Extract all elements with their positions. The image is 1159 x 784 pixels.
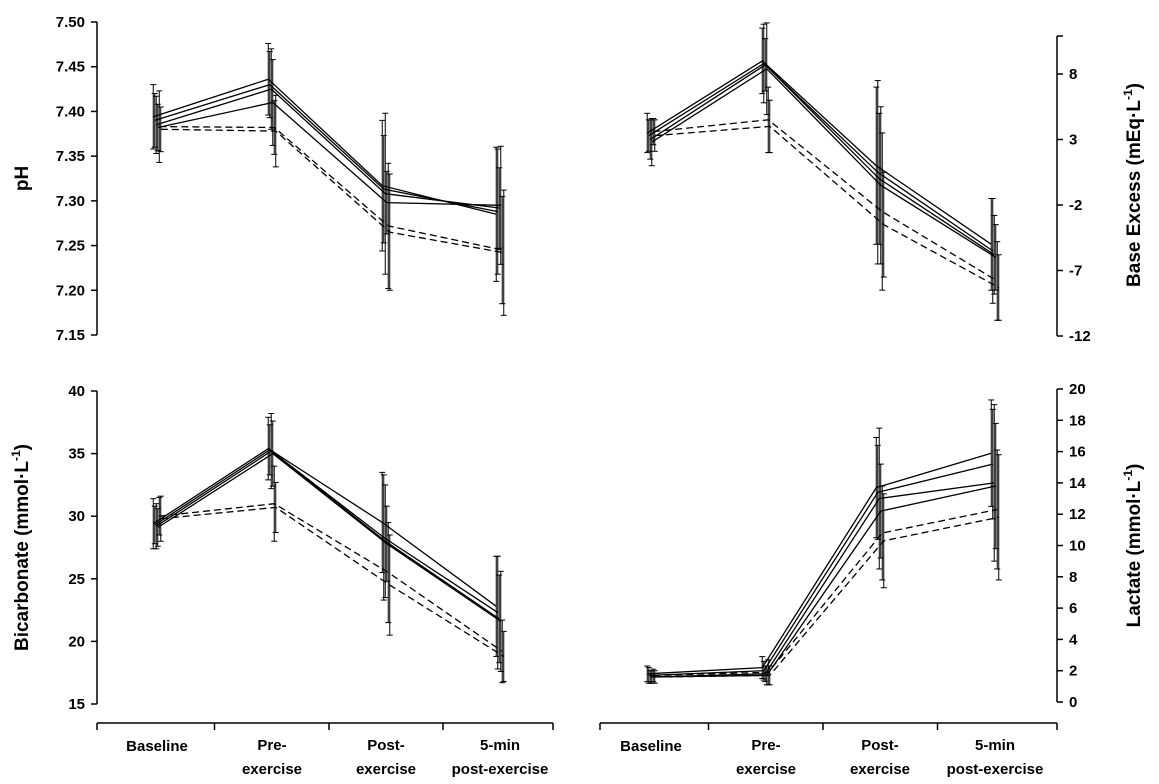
- x-category-label: post-exercise: [452, 761, 549, 778]
- series-line: [155, 450, 500, 620]
- y-tick-label: -12: [1069, 328, 1091, 345]
- series-line: [153, 78, 497, 215]
- series-line: [154, 449, 499, 614]
- series-dashed-2: [157, 94, 507, 316]
- x-category-label: Baseline: [126, 738, 188, 755]
- y-tick-label: 7.20: [56, 282, 85, 299]
- y-tick-label: -2: [1069, 197, 1082, 214]
- series-solid-2: [645, 23, 996, 304]
- y-axis-title: Bicarbonate (mmol·L-1): [9, 444, 33, 651]
- series-line: [648, 62, 994, 252]
- y-tick-label: 4: [1069, 631, 1078, 648]
- series-solid-1: [644, 399, 995, 683]
- series-line: [653, 119, 998, 282]
- x-category-label: Pre-: [751, 737, 780, 754]
- series-dashed-2: [157, 481, 507, 682]
- series-line: [647, 452, 992, 675]
- y-tick-label: 7.35: [56, 148, 85, 165]
- series-solid-2: [151, 424, 501, 670]
- series-line: [651, 67, 997, 258]
- x-category-label: Baseline: [620, 738, 682, 755]
- y-axis-title: pH: [12, 166, 33, 191]
- y-tick-label: 7.40: [56, 103, 85, 120]
- y-tick-label: -7: [1069, 263, 1082, 280]
- series-solid-4: [648, 422, 999, 686]
- series-line: [649, 63, 995, 256]
- y-tick-label: 16: [1069, 444, 1086, 461]
- series-line: [152, 447, 497, 607]
- chart-top-right: -12 -7 -2 3 8 Base Excess (mEq·L-1): [644, 22, 1145, 345]
- y-tick-label: 15: [68, 696, 85, 713]
- series-solid-1: [644, 27, 995, 291]
- x-category-label: exercise: [242, 761, 302, 778]
- series-line: [650, 482, 995, 678]
- chart-bottom-left: 15 20 25 30 35 40 Bicarbonate (mmol·L-1) Baseli…: [9, 383, 554, 778]
- series-line: [160, 128, 504, 254]
- series-line: [159, 503, 503, 652]
- x-category-label: 5-min: [975, 737, 1015, 754]
- series-solid-3: [153, 413, 503, 664]
- x-category-label: exercise: [356, 761, 416, 778]
- series-line: [648, 463, 993, 677]
- y-tick-label: 7.30: [56, 193, 85, 210]
- series-solid-3: [647, 38, 998, 295]
- series-solid-3: [153, 48, 503, 275]
- series-dashed-2: [651, 454, 1002, 686]
- y-tick-label: 8: [1069, 569, 1077, 586]
- y-tick-label: 20: [68, 633, 85, 650]
- x-category-label: Post-: [861, 737, 899, 754]
- y-tick-label: 35: [68, 446, 85, 463]
- series-line: [653, 508, 998, 677]
- y-tick-label: 2: [1069, 663, 1077, 680]
- chart-bottom-right: 0 2 4 6 8 10 12 14 16 18 20 Lactate (mmol·L-1) Basel…: [599, 381, 1145, 778]
- y-axis-title: Base Excess (mEq·L-1): [1121, 83, 1145, 287]
- series-dashed-1: [156, 465, 506, 684]
- y-tick-label: 10: [1069, 538, 1086, 555]
- series-solid-1: [150, 416, 500, 657]
- y-tick-label: 0: [1069, 694, 1077, 711]
- y-tick-label: 7.25: [56, 238, 85, 255]
- series-line: [157, 452, 502, 622]
- x-category-label: Post-: [367, 737, 405, 754]
- series-line: [156, 88, 500, 209]
- series-line: [646, 60, 992, 245]
- series-solid-4: [154, 420, 504, 672]
- x-category-label: exercise: [736, 761, 796, 778]
- x-category-label: post-exercise: [947, 761, 1044, 778]
- series-line: [160, 506, 505, 657]
- series-dashed-1: [156, 90, 506, 305]
- y-axis-title: Lactate (mmol·L-1): [1121, 464, 1145, 628]
- y-tick-label: 30: [68, 508, 85, 525]
- x-category-label: exercise: [850, 761, 910, 778]
- series-solid-1: [150, 42, 500, 282]
- series-line: [654, 125, 1000, 289]
- y-tick-label: 14: [1069, 475, 1086, 492]
- y-tick-label: 7.50: [56, 14, 85, 31]
- y-tick-label: 7.45: [56, 59, 85, 76]
- series-line: [154, 83, 498, 213]
- y-tick-label: 3: [1069, 132, 1077, 149]
- y-tick-label: 40: [68, 383, 85, 400]
- series-solid-3: [647, 404, 998, 684]
- series-solid-2: [151, 51, 501, 275]
- y-tick-label: 20: [1069, 381, 1086, 398]
- series-solid-4: [154, 59, 504, 265]
- series-line: [159, 125, 503, 251]
- x-category-label: 5-min: [480, 737, 520, 754]
- y-tick-label: 25: [68, 571, 85, 588]
- y-tick-label: 6: [1069, 600, 1077, 617]
- y-tick-label: 12: [1069, 506, 1086, 523]
- series-line: [651, 485, 996, 678]
- y-tick-label: 7.15: [56, 327, 85, 344]
- series-solid-2: [645, 408, 996, 684]
- series-line: [157, 101, 501, 206]
- series-line: [654, 516, 999, 678]
- x-category-label: Pre-: [257, 737, 286, 754]
- y-tick-label: 8: [1069, 66, 1077, 83]
- y-tick-label: 18: [1069, 412, 1086, 429]
- chart-top-left: 7.15 7.20 7.25 7.30 7.35 7.40 7.45 7.50 pH: [12, 14, 507, 344]
- series-dashed-2: [651, 99, 1002, 321]
